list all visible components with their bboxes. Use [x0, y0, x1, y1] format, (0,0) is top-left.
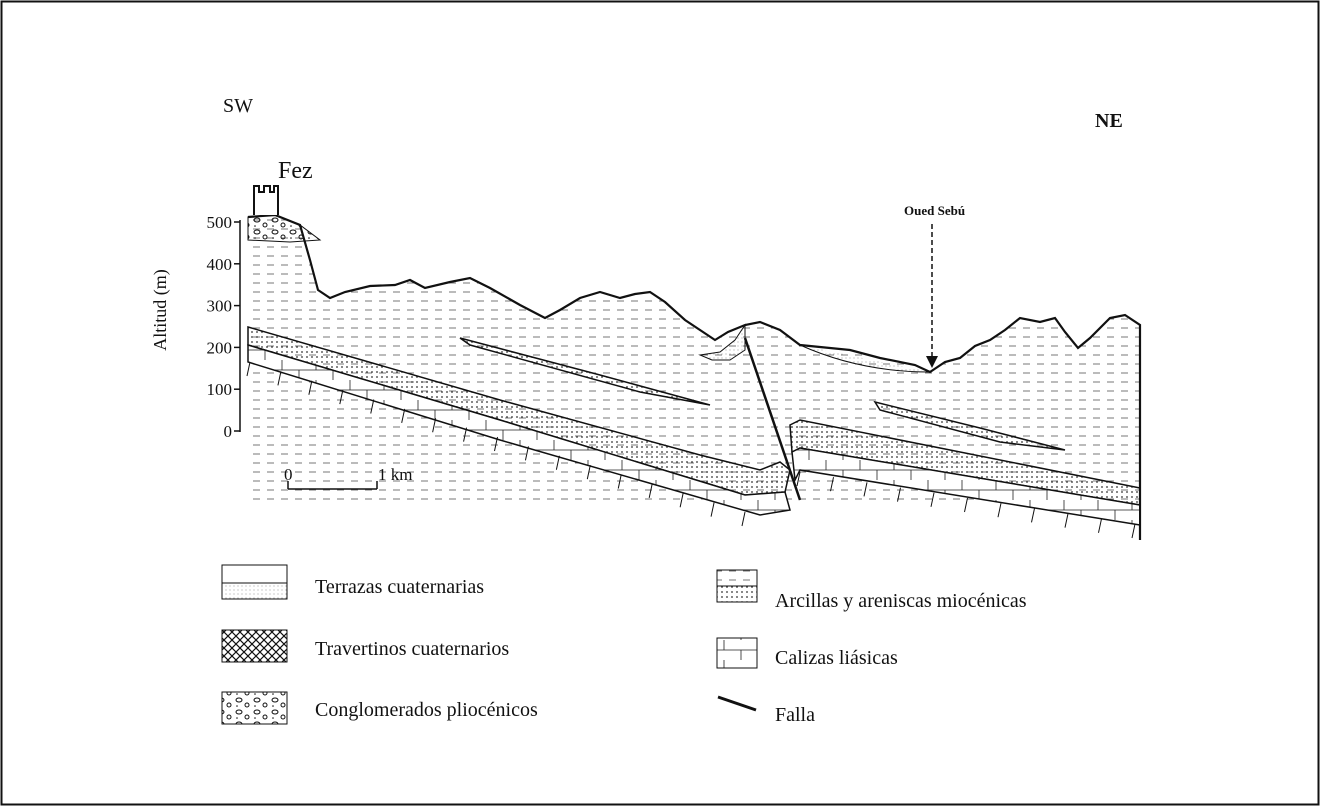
legend-label: Conglomerados pliocénicos [315, 699, 538, 721]
tick-label: 0 [224, 422, 233, 441]
legend-label: Travertinos cuaternarios [315, 638, 509, 660]
river-arrowhead [926, 356, 938, 368]
page: SW NE Fez Oued Sebú Altitud (m) 500 400 30… [0, 0, 1320, 806]
town-label: Fez [278, 158, 313, 184]
tick-label: 100 [207, 380, 233, 399]
tick-label: 300 [207, 297, 233, 316]
direction-label: NE [1095, 110, 1123, 132]
legend-label: Arcillas y areniscas miocénicas [775, 590, 1027, 612]
direction-label: SW [223, 95, 253, 117]
scale-label: 0 [284, 465, 293, 484]
tick-label: 400 [207, 255, 233, 274]
legend: Terrazas cuaternarias Travertinos cuater… [222, 565, 1027, 726]
river-label: Oued Sebú [904, 203, 965, 218]
scale-label: 1 km [378, 465, 412, 484]
town-icon [254, 186, 278, 215]
legend-label: Calizas liásicas [775, 647, 898, 669]
legend-label: Terrazas cuaternarias [315, 576, 484, 598]
cross-section: SW NE Fez Oued Sebú Altitud (m) 500 400 30… [0, 0, 1320, 806]
axis-title: Altitud (m) [150, 269, 171, 351]
legend-label: Falla [775, 704, 815, 726]
tick-label: 500 [207, 213, 233, 232]
conglomerate [248, 215, 320, 242]
tick-label: 200 [207, 338, 233, 357]
